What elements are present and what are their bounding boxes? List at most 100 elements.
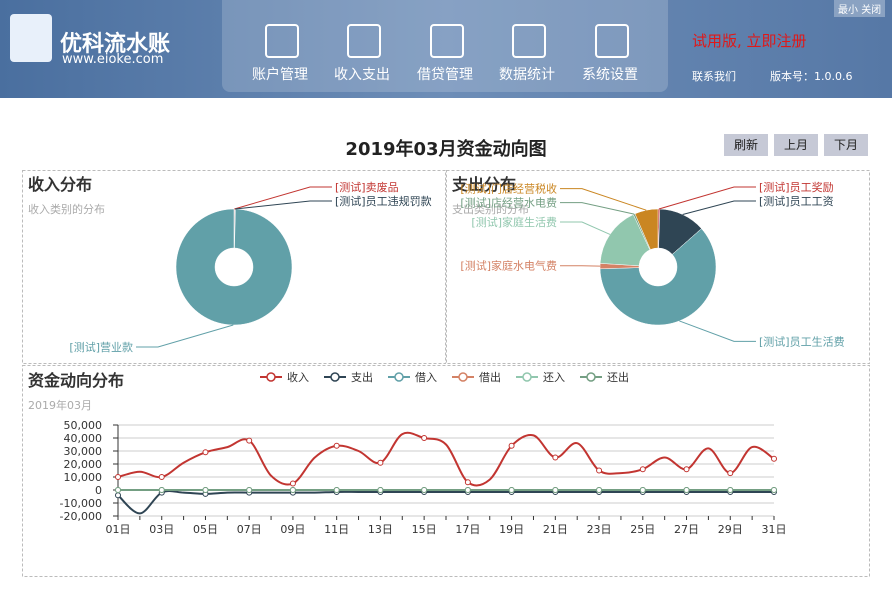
contact-link[interactable]: 联系我们 [692, 70, 736, 83]
register-link[interactable]: 试用版, 立即注册 [692, 32, 807, 50]
chart-subtitle: 2019年03月 [28, 398, 92, 412]
y-tick-label: 20,000 [64, 458, 103, 471]
prev-button[interactable]: 上月 [774, 134, 818, 156]
point-marker [115, 492, 121, 499]
chart-subtitle: 支出类别的分布 [452, 202, 529, 216]
pie-slice [175, 208, 293, 326]
legend-marker [586, 372, 596, 382]
point-marker [771, 487, 777, 493]
label-line [234, 186, 332, 210]
point-marker [683, 466, 690, 473]
y-tick-label: -10,000 [60, 497, 102, 510]
pie-label: [测试]家庭水电气费 [460, 259, 557, 273]
pie-slice [599, 228, 717, 326]
nav-item[interactable]: 数据统计 [499, 67, 555, 83]
legend-marker [394, 372, 404, 382]
label-line [682, 200, 756, 216]
point-marker [464, 479, 471, 486]
legend-marker [266, 372, 276, 382]
y-tick-label: 0 [95, 484, 102, 497]
nav-item[interactable]: 借贷管理 [417, 67, 473, 83]
point-marker [202, 487, 209, 493]
point-marker [552, 487, 559, 493]
pie-slice [634, 208, 659, 250]
point-marker [246, 437, 253, 444]
point-marker [333, 487, 340, 493]
y-tick-label: 30,000 [64, 445, 103, 458]
point-marker [158, 487, 165, 493]
point-marker [508, 487, 515, 493]
series-line [117, 431, 775, 487]
chart-title: 资金动向分布 [28, 371, 124, 390]
nav-item[interactable]: 系统设置 [582, 67, 638, 83]
x-tick-label: 25日 [630, 523, 655, 536]
version: 版本号：1.0.0.6 [770, 70, 853, 83]
pie-label: [测试]员工工资 [759, 195, 834, 208]
x-tick-label: 27日 [674, 523, 699, 536]
nav-icon [430, 24, 464, 58]
nav-item[interactable]: 账户管理 [252, 67, 308, 83]
header: 优科流水账 www.eioke.com 账户管理 收入支出 借贷管理 数据统计 … [0, 0, 892, 98]
point-marker [158, 474, 165, 480]
x-tick-label: 21日 [543, 523, 568, 536]
pie-label: [测试]家庭生活费 [471, 215, 557, 229]
x-tick-label: 13日 [368, 523, 393, 536]
nav-item[interactable]: 收入支出 [334, 67, 390, 83]
point-marker [115, 487, 121, 493]
pie-label: [测试]员工奖励 [759, 180, 834, 194]
pie-label: [测试]店经营水电费 [460, 196, 557, 210]
legend-marker [522, 372, 532, 382]
legend-label: 借出 [479, 370, 501, 384]
point-marker [639, 466, 646, 473]
point-marker [464, 487, 471, 493]
x-tick-label: 05日 [193, 523, 218, 536]
window-buttons: 最小 关闭 [834, 0, 886, 17]
point-marker [683, 487, 690, 493]
nav-bar: 账户管理 收入支出 借贷管理 数据统计 系统设置 [222, 0, 668, 92]
page-title: 2019年03月资金动向图 [345, 139, 547, 160]
point-marker [552, 454, 559, 461]
point-marker [377, 459, 384, 466]
pie-label: [测试]卖废品 [335, 180, 399, 194]
pie-label: [测试]门店经营税收 [460, 182, 557, 196]
label-line [235, 200, 332, 210]
nav-icon [512, 24, 546, 58]
panel-border [22, 365, 870, 577]
refresh-button[interactable]: 刷新 [724, 134, 768, 156]
x-tick-label: 31日 [762, 523, 787, 536]
x-tick-label: 19日 [499, 523, 524, 536]
legend-label: 还入 [543, 371, 565, 384]
legend-label: 支出 [351, 370, 373, 384]
point-marker [596, 467, 603, 474]
y-tick-label: -20,000 [60, 510, 102, 523]
next-button[interactable]: 下月 [824, 134, 868, 156]
site-url: www.eioke.com [62, 52, 164, 67]
x-tick-label: 15日 [412, 523, 437, 536]
pie-label: [测试]员工生活费 [759, 334, 845, 348]
legend-label: 收入 [287, 370, 309, 384]
chart-title: 支出分布 [451, 175, 516, 194]
legend-label: 还出 [607, 370, 629, 384]
label-line [560, 221, 611, 235]
point-marker [639, 487, 646, 493]
y-tick-label: 40,000 [64, 432, 103, 445]
point-marker [727, 470, 734, 477]
close-button[interactable]: 关闭 [861, 5, 882, 16]
x-tick-label: 23日 [587, 523, 612, 536]
nav-icon [347, 24, 381, 58]
nav-icon [595, 24, 629, 58]
label-line [658, 186, 756, 210]
y-tick-label: 50,000 [64, 419, 103, 432]
minimize-button[interactable]: 最小 [838, 5, 858, 16]
point-marker [727, 487, 734, 493]
label-line [560, 188, 647, 211]
x-tick-label: 09日 [280, 523, 305, 536]
panel-border [446, 170, 870, 364]
point-marker [377, 487, 384, 493]
x-tick-label: 29日 [718, 523, 743, 536]
label-line [560, 202, 635, 215]
pie-label: [测试]员工违规罚款 [335, 194, 432, 208]
label-line [136, 324, 234, 348]
